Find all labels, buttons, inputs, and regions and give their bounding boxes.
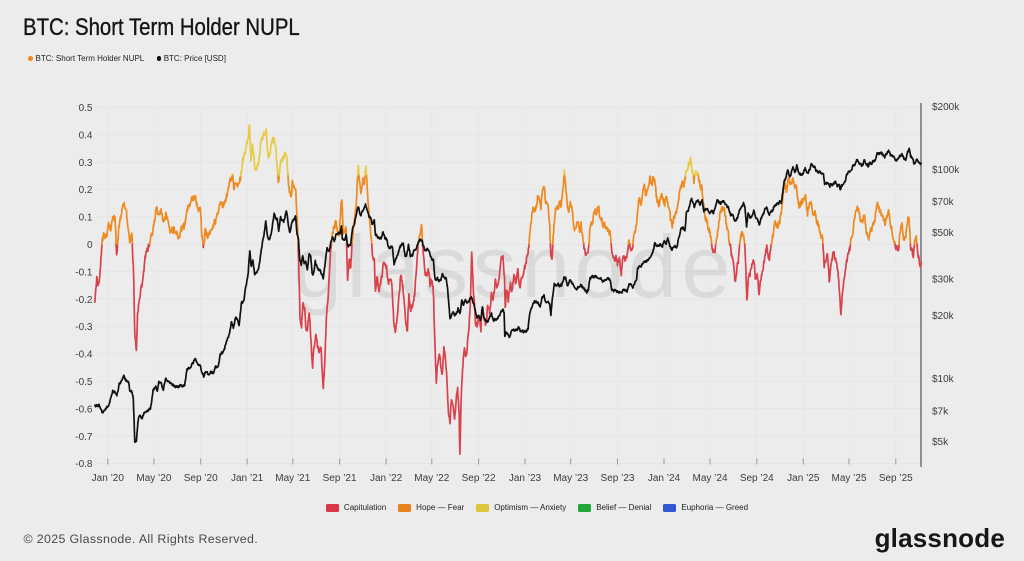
svg-text:-0.8: -0.8 (75, 459, 93, 470)
svg-text:glassnode: glassnode (293, 217, 735, 316)
svg-text:May ’22: May ’22 (414, 473, 449, 484)
svg-text:Jan ’25: Jan ’25 (787, 473, 820, 484)
svg-text:-0.6: -0.6 (75, 404, 93, 415)
svg-text:0: 0 (87, 240, 93, 251)
svg-text:Jan ’24: Jan ’24 (648, 473, 681, 484)
svg-text:-0.2: -0.2 (75, 295, 93, 306)
svg-text:$100k: $100k (932, 165, 960, 176)
svg-text:Jan ’21: Jan ’21 (231, 473, 264, 484)
svg-text:-0.4: -0.4 (75, 350, 93, 361)
svg-text:-0.1: -0.1 (75, 267, 93, 278)
svg-text:$5k: $5k (932, 437, 949, 448)
svg-text:May ’23: May ’23 (553, 473, 588, 484)
svg-text:Sep ’24: Sep ’24 (740, 473, 774, 484)
svg-text:0.2: 0.2 (79, 185, 93, 196)
svg-text:$200k: $200k (932, 102, 960, 113)
svg-text:May ’21: May ’21 (275, 473, 310, 484)
svg-text:$30k: $30k (932, 274, 955, 285)
svg-text:$20k: $20k (932, 311, 955, 322)
svg-text:0.4: 0.4 (79, 130, 93, 141)
svg-text:$50k: $50k (932, 228, 955, 239)
svg-text:Jan ’20: Jan ’20 (92, 473, 125, 484)
svg-text:$7k: $7k (932, 407, 949, 418)
svg-text:0.1: 0.1 (79, 213, 93, 224)
svg-text:Sep ’25: Sep ’25 (879, 473, 913, 484)
svg-text:$70k: $70k (932, 197, 955, 208)
svg-text:-0.7: -0.7 (75, 432, 93, 443)
svg-text:-0.3: -0.3 (75, 322, 93, 333)
svg-text:Sep ’22: Sep ’22 (462, 473, 496, 484)
svg-text:0.3: 0.3 (79, 158, 93, 169)
svg-text:Sep ’23: Sep ’23 (601, 473, 635, 484)
svg-text:May ’25: May ’25 (831, 473, 866, 484)
svg-text:May ’24: May ’24 (692, 473, 727, 484)
svg-text:Sep ’21: Sep ’21 (323, 473, 357, 484)
svg-text:-0.5: -0.5 (75, 377, 93, 388)
svg-text:$10k: $10k (932, 374, 955, 385)
svg-text:May ’20: May ’20 (136, 473, 171, 484)
svg-text:Sep ’20: Sep ’20 (184, 473, 218, 484)
svg-text:0.5: 0.5 (79, 103, 93, 114)
svg-text:Jan ’23: Jan ’23 (509, 473, 542, 484)
svg-text:Jan ’22: Jan ’22 (370, 473, 403, 484)
